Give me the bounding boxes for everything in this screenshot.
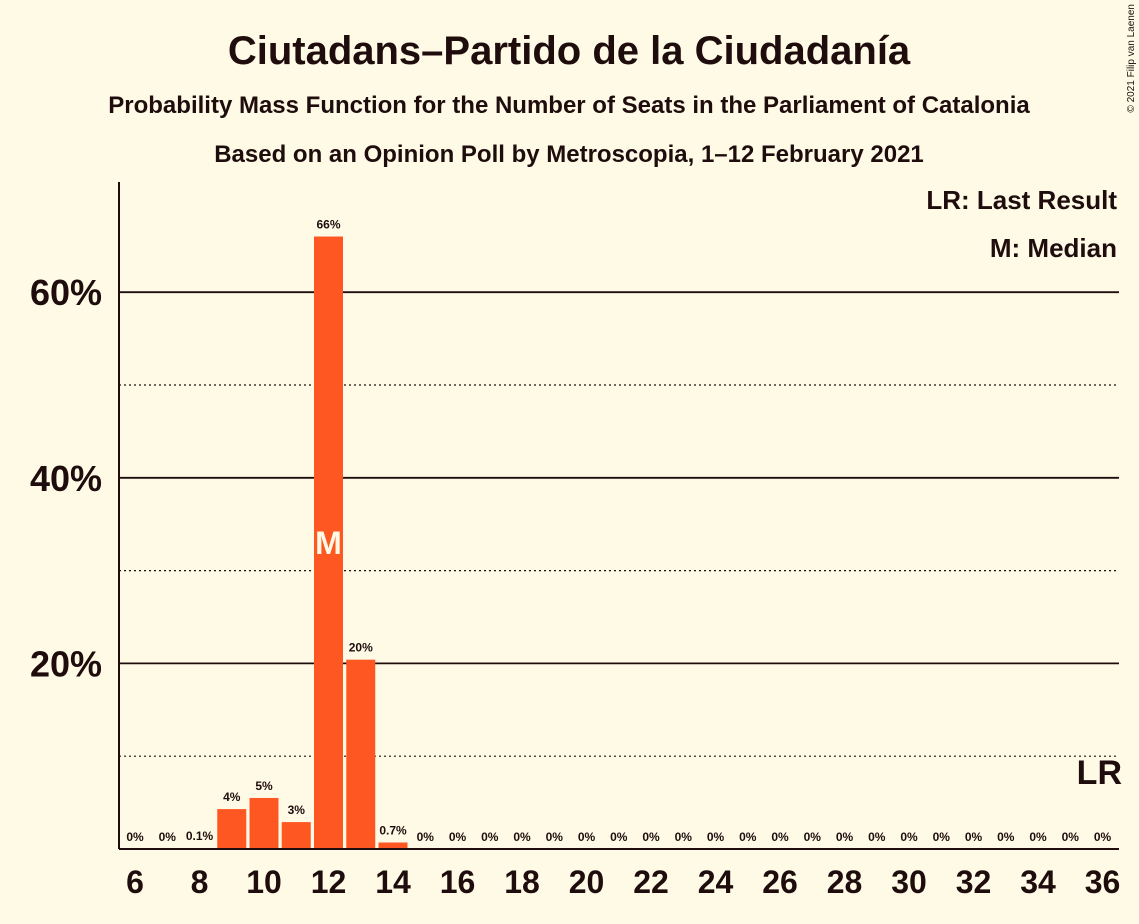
bar-label-seat-32: 0% <box>965 830 983 844</box>
bar-label-seat-17: 0% <box>481 830 499 844</box>
bar-label-seat-23: 0% <box>675 830 693 844</box>
bar-label-seat-26: 0% <box>771 830 789 844</box>
x-tick-label-24: 24 <box>698 864 734 900</box>
bar-label-seat-34: 0% <box>1029 830 1047 844</box>
chart-subtitle-line-2: Based on an Opinion Poll by Metroscopia,… <box>214 141 924 168</box>
bar-seat-12 <box>314 236 343 849</box>
bar-label-seat-21: 0% <box>610 830 628 844</box>
bar-label-seat-33: 0% <box>997 830 1015 844</box>
x-tick-label-34: 34 <box>1020 864 1056 900</box>
bars <box>185 236 408 849</box>
x-tick-label-10: 10 <box>246 864 282 900</box>
x-tick-label-30: 30 <box>891 864 927 900</box>
bar-label-seat-16: 0% <box>449 830 467 844</box>
x-tick-label-14: 14 <box>375 864 411 900</box>
x-tick-labels: 6 8 10 12 14 16 18 20 22 24 26 28 30 32 34 36 <box>126 864 1120 900</box>
bar-label-seat-20: 0% <box>578 830 596 844</box>
bar-label-seat-12: 66% <box>316 218 340 232</box>
x-tick-label-18: 18 <box>504 864 540 900</box>
bar-seat-13 <box>346 659 376 849</box>
bar-label-seat-10: 5% <box>255 779 273 793</box>
bar-label-seat-8: 0.1% <box>186 829 214 843</box>
x-tick-label-6: 6 <box>126 864 144 900</box>
bar-label-seat-13: 20% <box>349 641 373 655</box>
bar-seat-11 <box>281 822 311 849</box>
bar-label-seat-27: 0% <box>804 830 822 844</box>
bar-label-seat-36: 0% <box>1094 830 1112 844</box>
bar-label-seat-24: 0% <box>707 830 725 844</box>
x-tick-label-22: 22 <box>633 864 669 900</box>
legend-last-result: LR: Last Result <box>926 185 1117 215</box>
bar-label-seat-9: 4% <box>223 790 241 804</box>
bar-label-seat-18: 0% <box>513 830 531 844</box>
y-tick-labels: 20% 40% 60% <box>30 272 102 684</box>
bar-seat-9 <box>217 809 247 849</box>
median-marker: M <box>315 525 342 561</box>
bar-label-seat-22: 0% <box>642 830 660 844</box>
last-result-marker: LR <box>1077 754 1122 792</box>
legend-median: M: Median <box>990 233 1117 263</box>
bar-label-seat-25: 0% <box>739 830 757 844</box>
x-tick-label-12: 12 <box>311 864 347 900</box>
bar-label-seat-6: 0% <box>126 830 144 844</box>
bar-label-seat-11: 3% <box>288 803 306 817</box>
gridlines <box>119 291 1119 757</box>
bar-label-seat-29: 0% <box>868 830 886 844</box>
bar-seat-14 <box>378 842 408 849</box>
x-tick-label-8: 8 <box>191 864 209 900</box>
bar-seat-10 <box>249 797 279 849</box>
bar-label-seat-35: 0% <box>1062 830 1080 844</box>
x-tick-label-32: 32 <box>956 864 992 900</box>
bar-label-seat-14: 0.7% <box>379 824 407 838</box>
x-tick-label-36: 36 <box>1085 864 1121 900</box>
bar-label-seat-28: 0% <box>836 830 854 844</box>
x-tick-label-28: 28 <box>827 864 863 900</box>
chart-title: Ciutadans–Partido de la Ciudadanía <box>228 29 911 73</box>
x-tick-label-20: 20 <box>569 864 605 900</box>
copyright-notice: © 2021 Filip van Laenen <box>1126 4 1137 113</box>
x-tick-label-16: 16 <box>440 864 476 900</box>
bar-label-seat-7: 0% <box>159 830 177 844</box>
y-tick-label-60: 60% <box>30 272 102 313</box>
y-tick-label-40: 40% <box>30 458 102 499</box>
axes <box>118 182 1119 850</box>
bar-label-seat-19: 0% <box>546 830 564 844</box>
bar-labels: 0% 0% 0.1% 4% 5% 3% 66% 20% 0.7% 0% 0% 0% 0% 0% 0% 0% 0%… <box>126 218 1122 844</box>
bar-label-seat-30: 0% <box>900 830 918 844</box>
x-tick-label-26: 26 <box>762 864 798 900</box>
chart-subtitle-line-1: Probability Mass Function for the Number… <box>108 92 1030 119</box>
y-tick-label-20: 20% <box>30 643 102 684</box>
bar-label-seat-15: 0% <box>417 830 435 844</box>
bar-label-seat-31: 0% <box>933 830 951 844</box>
